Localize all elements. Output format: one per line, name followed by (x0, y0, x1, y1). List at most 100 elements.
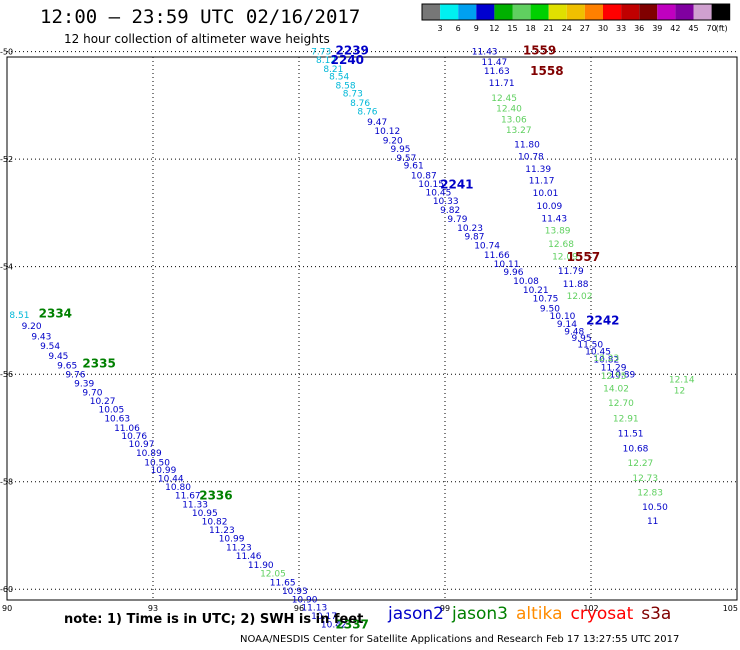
y-tick-label: -56 (0, 370, 13, 379)
data-point-label: 12 (674, 386, 685, 396)
colorbar-tick-label: 24 (562, 24, 572, 33)
data-point-label: 8.21 (323, 65, 343, 75)
colorbar-swatch (494, 4, 513, 20)
colorbar-swatch (639, 4, 658, 20)
colorbar-tick-label: 15 (507, 24, 517, 33)
data-point-label: 12.14 (669, 376, 695, 386)
colorbar-swatch (512, 4, 531, 20)
pass-label: 2334 (39, 306, 72, 320)
data-point-label: 10.09 (536, 202, 562, 212)
data-point-label: 10.99 (219, 535, 245, 545)
data-point-label: 9.57 (396, 154, 416, 164)
data-point-label: 8.58 (336, 81, 356, 91)
data-point-label: 10.42 (321, 621, 347, 631)
satellite-label: altika (516, 604, 563, 624)
data-point-label: 11.63 (484, 67, 510, 77)
colorbar-tick-label: 45 (688, 24, 698, 33)
colorbar-swatch (711, 4, 730, 20)
y-tick-label: -52 (0, 155, 13, 164)
data-point-label: 11.79 (558, 267, 584, 277)
data-point-label: 11.06 (114, 424, 140, 434)
data-point-label: 11.88 (563, 280, 589, 290)
colorbar-swatch (458, 4, 477, 20)
chart-title: 12:00 – 23:59 UTC 02/16/2017 (40, 6, 361, 28)
data-point-label: 9.39 (74, 379, 94, 389)
pass-label: 2337 (336, 618, 369, 632)
data-point-label: 10.89 (136, 449, 162, 459)
data-point-label: 13.27 (506, 126, 532, 136)
data-point-label: 11.51 (618, 429, 644, 439)
data-point-label: 12.23 (593, 354, 619, 364)
data-point-label: 9.79 (447, 215, 467, 225)
x-tick-label: 93 (148, 604, 158, 613)
colorbar-swatch (603, 4, 622, 20)
data-point-label: 11 (647, 517, 658, 527)
data-point-label: 10.50 (642, 503, 668, 513)
colorbar-swatch (440, 4, 459, 20)
x-tick-label: 105 (723, 604, 738, 613)
data-point-label: 10.12 (374, 127, 400, 137)
colorbar-swatch (422, 4, 441, 20)
data-point-label: 9.65 (57, 362, 77, 372)
data-point-label: 12.02 (567, 292, 593, 302)
data-point-label: 10.97 (129, 440, 155, 450)
pass-label: 1557 (567, 250, 600, 264)
colorbar-tick-label: 36 (634, 24, 644, 33)
data-point-label: 11.50 (577, 341, 603, 351)
colorbar-tick-label: 12 (489, 24, 499, 33)
pass-label: 1558 (530, 64, 563, 78)
data-point-label: 10.76 (121, 432, 147, 442)
data-point-label: 9.87 (464, 233, 484, 243)
data-point-label: 9.47 (367, 118, 387, 128)
data-point-label: 10.10 (550, 312, 576, 322)
pass-label: 2240 (331, 53, 364, 67)
data-point-label: 10.01 (533, 189, 559, 199)
data-point-label: 10.33 (433, 197, 459, 207)
pass-label: 1559 (523, 44, 556, 58)
data-point-label: 10.78 (518, 152, 544, 162)
data-point-label: 11.47 (482, 58, 508, 68)
data-point-label: 9.20 (383, 136, 403, 146)
data-point-label: 12.05 (260, 570, 286, 580)
data-point-label: 10.80 (165, 483, 191, 493)
y-tick-label: -60 (0, 585, 13, 594)
data-point-label: 10.89 (609, 371, 635, 381)
data-point-label: 11.13 (301, 604, 327, 614)
data-point-label: 9.43 (31, 333, 51, 343)
data-point-label: 10.82 (593, 356, 619, 366)
colorbar-tick-label: 21 (544, 24, 554, 33)
data-point-label: 10.95 (192, 509, 218, 519)
data-point-label: 10.90 (292, 595, 318, 605)
data-point-label: 9.48 (564, 328, 584, 338)
x-tick-label: 102 (583, 604, 598, 613)
data-point-label: 13.06 (501, 115, 527, 125)
data-point-label: 9.70 (82, 388, 102, 398)
data-point-label: 13.89 (545, 227, 571, 237)
data-point-label: 12.09 (552, 252, 578, 262)
data-point-label: 12.55 (601, 372, 627, 382)
data-point-label: 11.80 (514, 141, 540, 151)
data-point-label: 12.45 (491, 94, 517, 104)
colorbar-swatch (566, 4, 585, 20)
data-point-label: 11.67 (175, 492, 201, 502)
colorbar-swatch (675, 4, 694, 20)
data-point-label: 10.99 (151, 466, 177, 476)
data-point-label: 9.82 (440, 206, 460, 216)
colorbar-tick-label: 33 (616, 24, 626, 33)
data-point-label: 11.71 (489, 79, 515, 89)
data-point-label: 10.50 (144, 458, 170, 468)
data-point-label: 10.68 (623, 444, 649, 454)
data-point-label: 11.65 (270, 578, 296, 588)
colorbar-tick-label: 70 (707, 24, 717, 33)
chart-subtitle: 12 hour collection of altimeter wave hei… (64, 32, 330, 46)
data-point-label: 10.21 (523, 286, 549, 296)
data-point-label: 11.39 (525, 165, 551, 175)
data-point-label: 10.45 (585, 348, 611, 358)
data-point-label: 12.73 (632, 474, 658, 484)
colorbar-tick-label: 18 (526, 24, 536, 33)
colorbar-swatch (476, 4, 495, 20)
data-point-label: 9.95 (390, 145, 410, 155)
data-point-label: 10.11 (494, 260, 520, 270)
data-point-label: 10.93 (282, 587, 308, 597)
